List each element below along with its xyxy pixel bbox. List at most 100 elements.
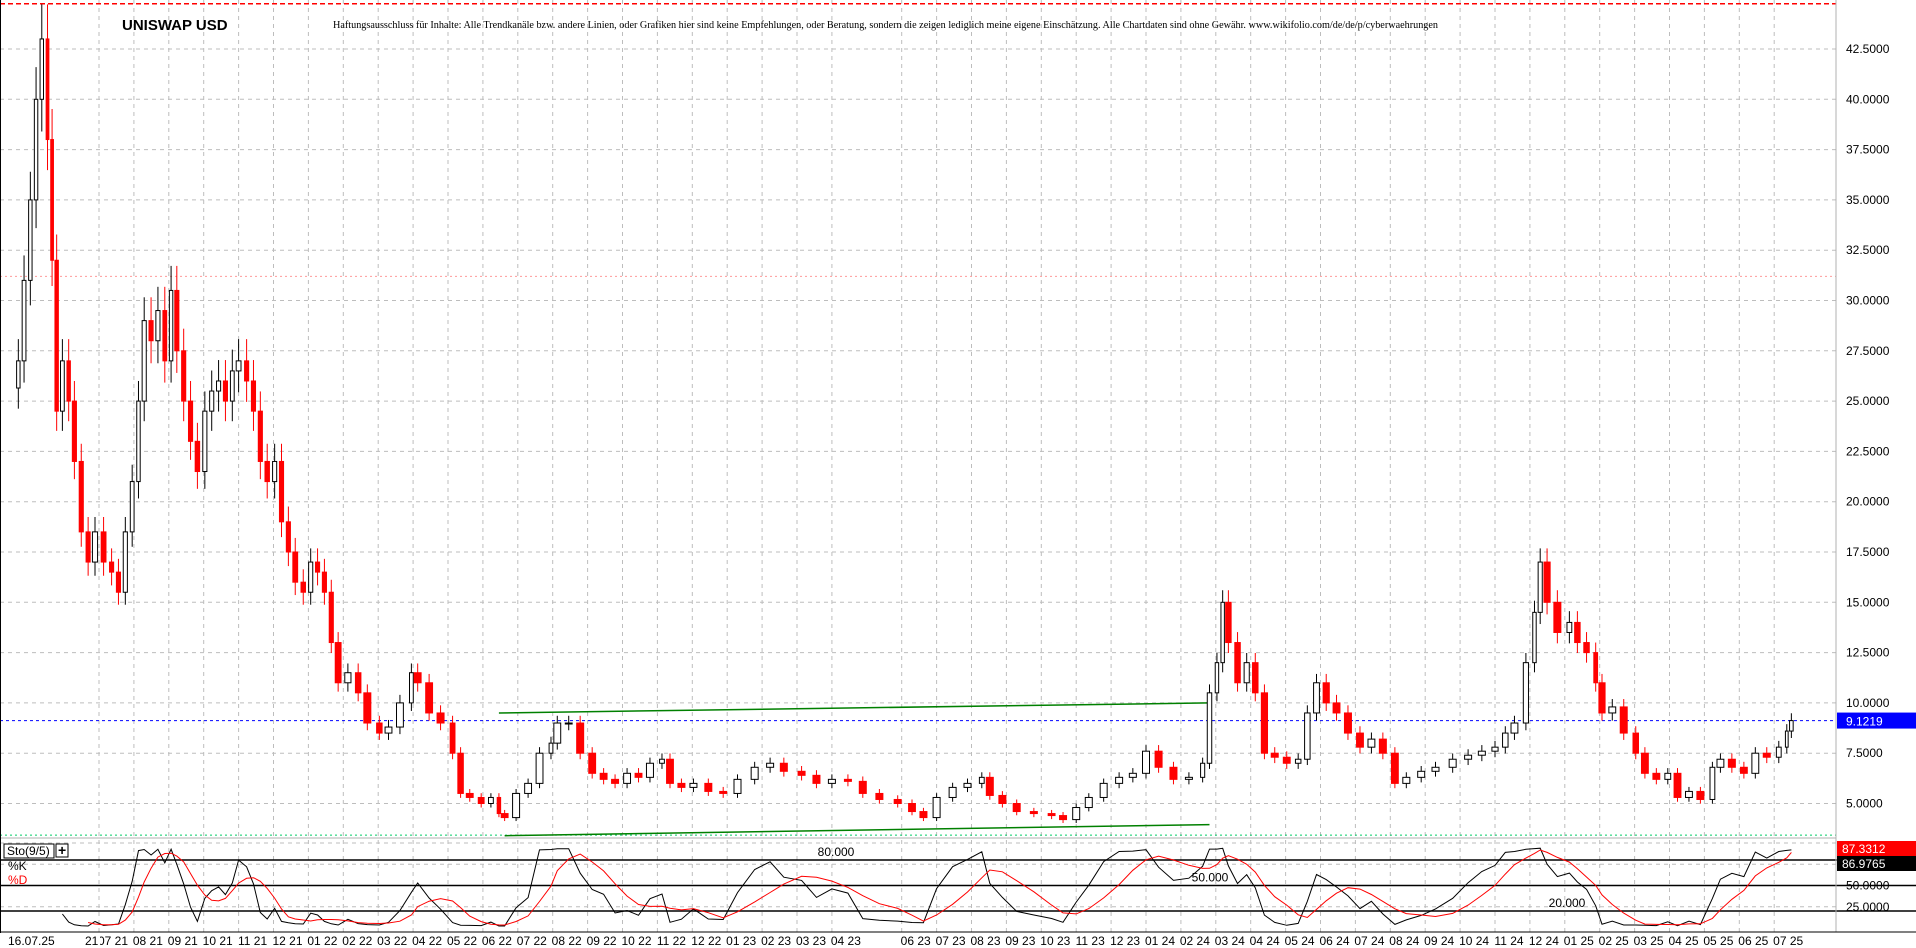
candle — [33, 67, 39, 229]
date-tick-label: 11 23 — [1076, 934, 1105, 948]
candle — [1260, 684, 1269, 760]
candle-body — [202, 410, 208, 473]
candle — [354, 663, 362, 702]
candle — [222, 360, 229, 422]
candle — [28, 171, 33, 306]
candle-body — [1543, 561, 1551, 603]
stoch-level-label: 80.000 — [818, 845, 855, 859]
add-indicator-button[interactable] — [55, 843, 69, 858]
candle-body — [285, 521, 291, 553]
candle — [611, 774, 620, 789]
candle — [1142, 745, 1150, 779]
candle — [477, 793, 485, 808]
candle-body — [733, 778, 742, 794]
candle — [1072, 803, 1081, 823]
candle — [1128, 768, 1137, 783]
trendline[interactable] — [498, 702, 1210, 714]
trendline[interactable] — [504, 823, 1210, 837]
candle-body — [1510, 722, 1519, 734]
candle — [71, 380, 77, 480]
candle-body — [174, 289, 180, 352]
candle-body — [1522, 662, 1529, 724]
candle — [576, 715, 585, 760]
candle — [413, 663, 422, 692]
candle-body — [564, 722, 573, 725]
candle — [148, 297, 154, 364]
candle — [1574, 611, 1581, 654]
horizontal-lines — [0, 2, 1836, 836]
candle-body — [181, 350, 187, 402]
candle — [1243, 653, 1250, 692]
candle — [588, 747, 597, 779]
candle — [1282, 751, 1291, 769]
candle — [1214, 653, 1220, 702]
candle-body — [524, 782, 533, 794]
candle-body — [908, 803, 916, 813]
indicator-legend-box[interactable] — [3, 843, 55, 859]
candle — [1632, 726, 1639, 760]
current-price-badge — [1837, 712, 1916, 729]
candle-body — [677, 782, 686, 788]
price-tick-label: 42.5000 — [1846, 42, 1890, 56]
candle-body — [168, 289, 174, 362]
date-tick-label: 02 25 — [1599, 934, 1629, 948]
candle — [1234, 632, 1241, 692]
candle — [1099, 778, 1108, 802]
date-tick-label: 10 23 — [1040, 934, 1070, 948]
price-tick-label: 5.0000 — [1846, 797, 1883, 811]
price-tick-label: 37.5000 — [1846, 143, 1890, 157]
candle — [564, 715, 573, 731]
candle-body — [919, 811, 928, 819]
candle — [1343, 705, 1352, 740]
candle-body — [209, 390, 215, 412]
candle — [250, 360, 257, 431]
candle-body — [1632, 732, 1639, 754]
candle-body — [704, 782, 713, 792]
date-tick-label: 08 22 — [552, 934, 582, 948]
candle — [209, 370, 215, 431]
candle — [1789, 713, 1794, 738]
candle — [168, 265, 174, 383]
stoch-level-label: 20.000 — [1549, 896, 1586, 910]
date-tick-label: 01 25 — [1564, 934, 1594, 948]
date-tick-label: 06 23 — [901, 934, 931, 948]
candle — [704, 778, 713, 796]
stoch-d-value: 87.3312 — [1842, 842, 1886, 856]
candle — [1619, 699, 1628, 740]
candle — [136, 380, 141, 499]
trendlines[interactable] — [498, 702, 1210, 837]
plus-icon: + — [58, 842, 66, 858]
candle-body — [16, 360, 21, 389]
candle — [229, 349, 235, 422]
candle-body — [1169, 766, 1178, 780]
disclaimer-text: Haftungsausschluss für Inhalte: Alle Tre… — [333, 19, 1438, 31]
date-tick-label: 04 24 — [1250, 934, 1280, 948]
candle-body — [384, 726, 393, 734]
candle-body — [449, 722, 456, 754]
candle — [1477, 745, 1486, 762]
candle — [1012, 799, 1021, 816]
candle-body — [308, 561, 314, 593]
candle-body — [1532, 611, 1537, 664]
candle-body — [1608, 706, 1617, 714]
candle-body — [465, 792, 474, 798]
candle — [1047, 809, 1056, 820]
candle — [181, 328, 187, 422]
candle — [328, 579, 334, 654]
candle-body — [689, 782, 698, 788]
candle-body — [1762, 752, 1771, 758]
candle-body — [78, 460, 84, 533]
price-tick-label: 32.5000 — [1846, 243, 1890, 257]
candle — [1059, 812, 1068, 823]
candle — [363, 684, 372, 731]
date-tick-label: 05 24 — [1285, 934, 1315, 948]
candle-body — [1775, 746, 1782, 758]
candle-body — [354, 672, 362, 694]
date-tick-label: 09 23 — [1005, 934, 1035, 948]
candle — [985, 772, 994, 800]
candle-body — [1047, 813, 1056, 817]
candle-body — [122, 531, 128, 593]
price-tick-label: 22.5000 — [1846, 444, 1890, 458]
candle-body — [1059, 815, 1068, 821]
indicator-label[interactable]: Sto(9/5) — [7, 844, 50, 858]
